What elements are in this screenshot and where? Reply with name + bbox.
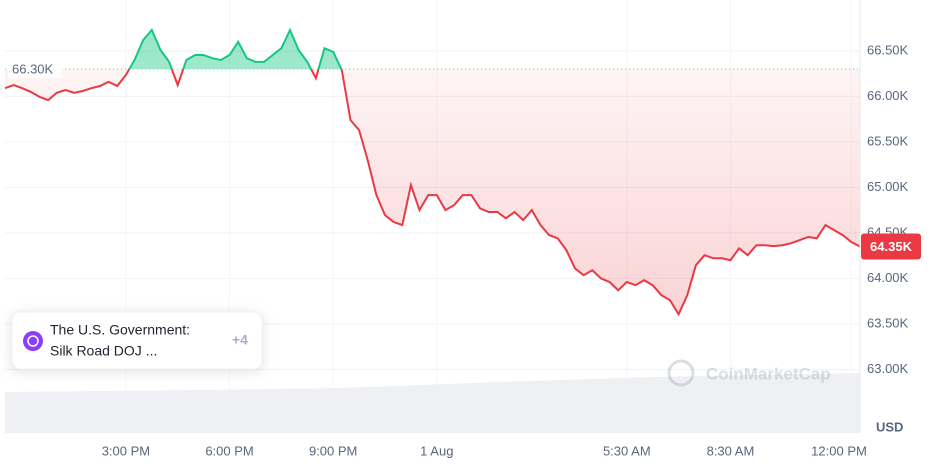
y-tick-label: 63.50K [867,315,909,330]
tooltip-box [11,311,263,370]
x-tick-label: 1 Aug [420,443,453,458]
x-tick-label: 12:00 PM [811,443,867,458]
y-tick-label: 65.00K [867,179,909,194]
watermark-text: CoinMarketCap [706,364,831,383]
volume-area [5,373,860,433]
event-title: Silk Road DOJ ... [50,343,157,359]
current-price-label: 64.35K [870,239,913,254]
area-below [5,69,860,315]
area-above [129,30,342,70]
x-tick-label: 9:00 PM [309,443,357,458]
price-line-above [128,27,343,70]
x-tick-label: 3:00 PM [102,443,150,458]
event-icon [23,331,43,351]
baseline-label: 66.30K [12,62,54,77]
y-tick-label: 66.50K [867,42,909,57]
x-tick-label: 5:30 AM [603,443,651,458]
plot [4,27,860,317]
x-tick-label: 6:00 PM [205,443,253,458]
y-tick-label: 63.00K [867,361,909,376]
current-price-badge [861,233,921,260]
event-tooltip[interactable]: The U.S. Government: Silk Road DOJ ... +… [11,311,263,370]
event-icon-clock [27,335,39,347]
x-tick-label: 8:30 AM [707,443,755,458]
y-tick-label: 64.00K [867,270,909,285]
y-tick-label: 66.00K [867,88,909,103]
event-more[interactable]: +4 [232,332,248,348]
unit-label: USD [876,419,903,434]
price-line-below [4,69,860,317]
event-title: The U.S. Government: [50,322,190,338]
baseline-label-bg [8,60,62,79]
y-tick-label: 65.50K [867,133,909,148]
watermark: CoinMarketCap [667,359,831,387]
